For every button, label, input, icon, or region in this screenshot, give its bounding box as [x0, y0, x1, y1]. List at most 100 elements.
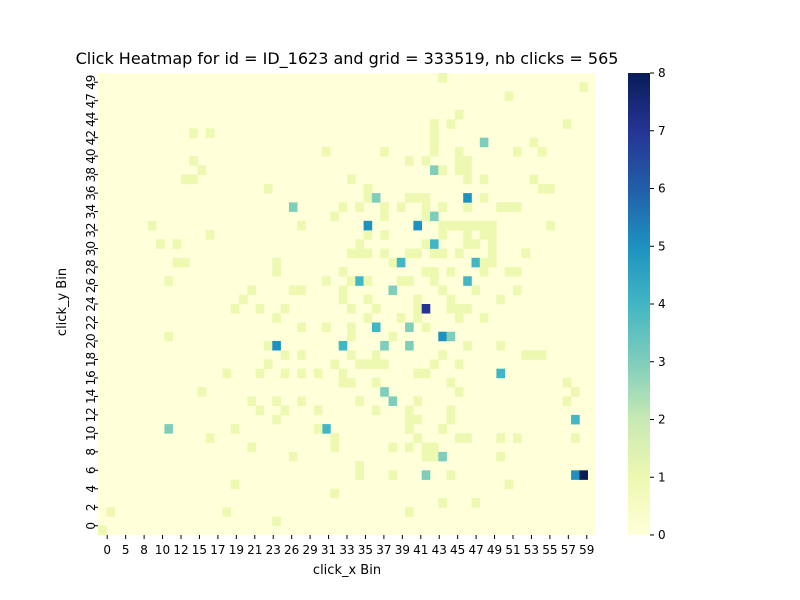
y-tick-label: 0	[84, 522, 98, 530]
heatmap-cell	[430, 128, 439, 138]
heatmap-cell	[338, 368, 348, 379]
x-tick-label: 26	[284, 543, 299, 557]
heatmap-cell	[363, 276, 373, 286]
heatmap-cell	[288, 451, 298, 462]
heatmap-cell	[454, 146, 464, 157]
heatmap-cell	[388, 470, 398, 480]
y-tick-label: 49	[84, 75, 98, 90]
heatmap-cell	[164, 424, 173, 434]
y-tick-label: 24	[84, 296, 98, 311]
heatmap-cell	[355, 202, 364, 212]
y-tick-label: 44	[84, 112, 98, 127]
heatmap-cell	[463, 276, 472, 286]
y-tick-label: 32	[84, 222, 98, 237]
heatmap-cell	[488, 220, 497, 231]
heatmap-cell	[338, 285, 348, 296]
heatmap-cell	[355, 359, 364, 369]
heatmap-cell	[446, 377, 456, 388]
heatmap-cell	[463, 230, 472, 240]
heatmap-cell	[438, 220, 447, 231]
heatmap-cell	[347, 248, 356, 259]
heatmap-cell	[189, 156, 198, 166]
heatmap-cell	[471, 220, 481, 231]
heatmap-cell	[513, 267, 522, 277]
heatmap-cell	[347, 350, 356, 360]
heatmap-cell	[363, 183, 373, 194]
heatmap-cell	[156, 239, 165, 249]
heatmap-cell	[537, 146, 547, 157]
heatmap-cell	[405, 507, 414, 517]
colorbar-tick-label: 5	[658, 239, 666, 253]
heatmap-cell	[371, 350, 381, 360]
heatmap-cell	[388, 442, 398, 453]
x-axis-label: click_x Bin	[313, 563, 381, 578]
heatmap-cell	[438, 73, 447, 83]
heatmap-cell	[330, 488, 339, 499]
x-tick-label: 8	[140, 543, 148, 557]
heatmap-cell	[363, 294, 373, 305]
heatmap-cell	[338, 377, 348, 388]
x-tick-label: 21	[247, 543, 262, 557]
y-tick-label: 2	[84, 503, 98, 511]
heatmap-cell	[396, 276, 406, 286]
y-tick-label: 20	[84, 333, 98, 348]
heatmap-cell	[413, 368, 422, 379]
chart-title: Click Heatmap for id = ID_1623 and grid …	[76, 49, 619, 69]
heatmap-cell	[371, 405, 381, 416]
heatmap-cell	[405, 156, 414, 166]
heatmap-cell	[546, 220, 555, 231]
x-tick-label: 39	[395, 543, 410, 557]
heatmap-cell	[496, 433, 505, 443]
heatmap-cell	[454, 156, 464, 166]
heatmap-cell	[438, 498, 447, 508]
colorbar-tick-label: 1	[658, 470, 666, 484]
heatmap-cell	[297, 350, 306, 360]
heatmap-cell	[297, 396, 306, 406]
y-tick-label: 12	[84, 407, 98, 422]
heatmap-cell	[438, 202, 447, 212]
heatmap-cell	[197, 165, 207, 175]
heatmap-cell	[205, 433, 215, 443]
heatmap-cell	[272, 516, 281, 527]
heatmap-cell	[479, 137, 489, 148]
heatmap-cell	[438, 451, 447, 462]
heatmap-cell	[405, 442, 414, 453]
heatmap-cell	[479, 257, 489, 268]
heatmap-cell	[546, 183, 555, 194]
heatmap-cell	[272, 396, 281, 406]
y-axis-label: click_y Bin	[55, 268, 70, 336]
heatmap-cell	[164, 276, 173, 286]
heatmap-cell	[571, 433, 580, 443]
heatmap-cell	[264, 340, 273, 351]
heatmap-cell	[380, 359, 389, 369]
heatmap-cell	[355, 239, 364, 249]
heatmap-cell	[230, 304, 240, 314]
y-tick-label: 18	[84, 352, 98, 367]
heatmap-cell	[463, 220, 472, 231]
heatmap-cell	[413, 414, 422, 425]
heatmap-cell	[454, 433, 464, 443]
heatmap-cell	[438, 165, 447, 175]
x-tick-label: 23	[266, 543, 281, 557]
heatmap-cell	[272, 313, 281, 323]
heatmap-cell	[471, 239, 481, 249]
heatmap-cell	[430, 276, 439, 286]
heatmap-cell	[421, 211, 431, 222]
heatmap-cell	[297, 322, 306, 333]
heatmap-cell	[504, 267, 514, 277]
y-tick-label: 16	[84, 370, 98, 385]
heatmap-cell	[504, 479, 514, 490]
heatmap-cell	[421, 442, 431, 453]
heatmap-cell	[239, 294, 248, 305]
x-tick-label: 0	[103, 543, 111, 557]
heatmap-cell	[255, 405, 265, 416]
colorbar-tick-label: 7	[658, 124, 666, 138]
heatmap-cell	[446, 470, 456, 480]
heatmap-cell	[230, 424, 240, 434]
heatmap-cell	[463, 304, 472, 314]
heatmap-cell	[579, 82, 588, 92]
heatmap-cell	[338, 294, 348, 305]
heatmap-cell	[330, 359, 339, 369]
heatmap-cell	[562, 119, 572, 129]
y-axis: 0246810121416182022242628303234363840424…	[84, 75, 98, 530]
